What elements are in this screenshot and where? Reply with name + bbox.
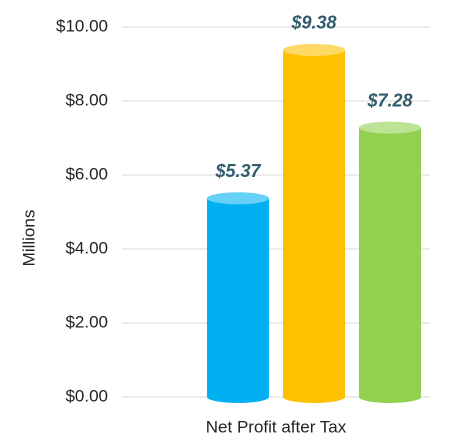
y-tick-label: $2.00 [65,312,108,331]
bar [283,49,345,397]
value-label: $5.37 [214,161,261,181]
bar-top [359,121,421,134]
x-tick-label: Net Profit after Tax [206,417,347,434]
y-axis-label: Millions [19,210,38,267]
bar-top [283,43,345,56]
value-label: $7.28 [366,90,412,110]
y-tick-label: $6.00 [65,164,108,183]
value-label: $9.38 [290,13,336,33]
y-tick-label: $10.00 [56,16,108,35]
y-tick-label: $8.00 [65,90,108,109]
bar [207,198,269,397]
bar-top [207,192,269,205]
y-tick-label: $4.00 [65,238,108,257]
y-tick-label: $0.00 [65,386,108,405]
bar [359,127,421,397]
